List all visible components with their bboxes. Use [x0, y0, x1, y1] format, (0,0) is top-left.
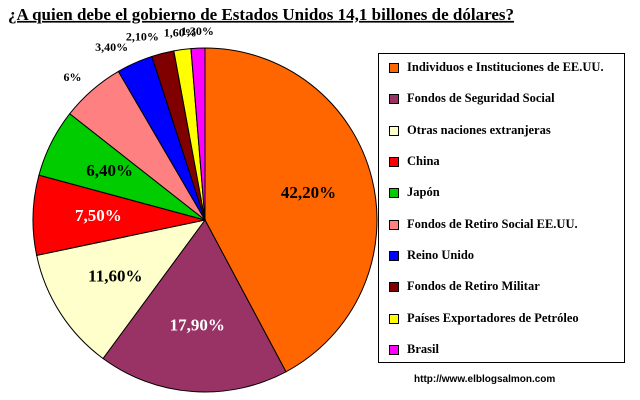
- data-label: 6,40%: [86, 161, 133, 180]
- data-label: 42,20%: [281, 183, 336, 202]
- legend-label: Japón: [407, 185, 440, 200]
- legend-swatch: [389, 125, 399, 136]
- legend-item: Fondos de Seguridad Social: [389, 91, 618, 105]
- legend-swatch: [389, 63, 399, 73]
- legend-swatch: [389, 219, 399, 230]
- legend-item: Japón: [389, 185, 618, 199]
- legend-swatch: [389, 250, 399, 261]
- legend-swatch: [389, 282, 399, 293]
- legend-item: Países Exportadores de Petróleo: [389, 311, 618, 325]
- legend-swatch: [389, 344, 399, 355]
- legend-item: Brasil: [389, 342, 618, 356]
- legend-item: Individuos e Instituciones de EE.UU.: [389, 60, 618, 74]
- legend-label: Brasil: [407, 341, 439, 356]
- pie-slice: [190, 47, 206, 221]
- chart-title: ¿A quien debe el gobierno de Estados Uni…: [8, 5, 514, 24]
- pie-slice: [36, 219, 207, 360]
- legend: Individuos e Instituciones de EE.UU. Fond…: [378, 53, 625, 363]
- data-label: 6%: [64, 70, 82, 84]
- data-label: 3,40%: [95, 40, 128, 54]
- legend-label: Fondos de Retiro Militar: [407, 279, 540, 294]
- data-label: 17,90%: [170, 315, 225, 334]
- legend-label: Fondos de Retiro Social EE.UU.: [407, 216, 578, 231]
- data-label: 7,50%: [75, 206, 122, 225]
- legend-label: China: [407, 153, 440, 168]
- legend-label: Países Exportadores de Petróleo: [407, 310, 579, 325]
- data-label: 1,60%: [164, 25, 197, 39]
- legend-item: China: [389, 154, 618, 168]
- pie-slice: [102, 219, 287, 393]
- legend-swatch: [389, 188, 399, 199]
- legend-label: Otras naciones extranjeras: [407, 122, 551, 137]
- legend-label: Fondos de Seguridad Social: [407, 91, 555, 106]
- data-label: 1,30%: [181, 24, 214, 38]
- data-label: 11,60%: [88, 267, 142, 286]
- legend-swatch: [389, 156, 399, 167]
- legend-label: Reino Unido: [407, 247, 475, 262]
- legend-item: Fondos de Retiro Social EE.UU.: [389, 217, 618, 231]
- legend-swatch: [389, 313, 399, 324]
- pie-slice: [204, 47, 378, 373]
- legend-item: Fondos de Retiro Militar: [389, 279, 618, 293]
- data-label: 2,10%: [126, 30, 159, 44]
- legend-item: Reino Unido: [389, 248, 618, 262]
- source: http://www.elblogsalmon.com: [414, 374, 556, 385]
- legend-swatch: [389, 94, 399, 105]
- legend-item: Otras naciones extranjeras: [389, 123, 618, 137]
- legend-label: Individuos e Instituciones de EE.UU.: [407, 60, 604, 74]
